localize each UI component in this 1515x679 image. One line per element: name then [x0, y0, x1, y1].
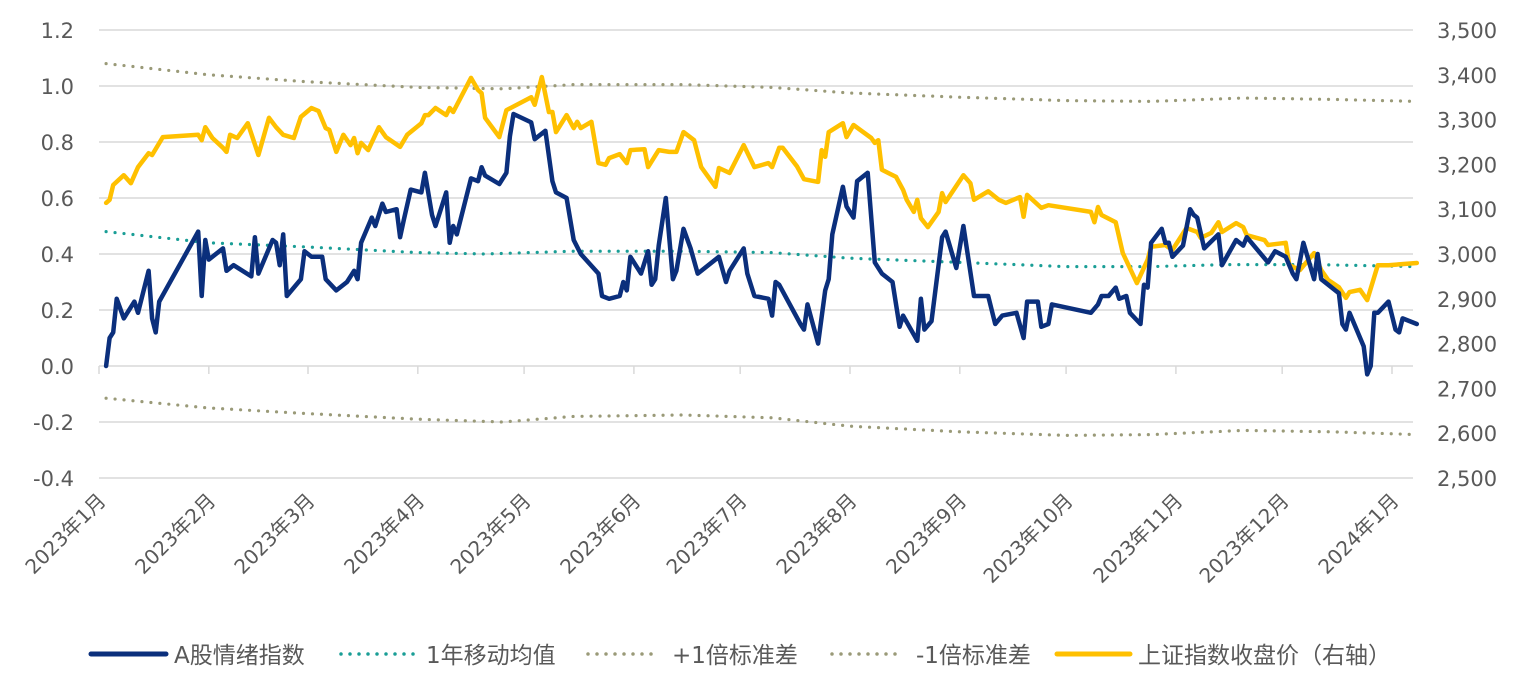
x-tick-label: 2023年11月 [1088, 489, 1187, 588]
right-y-tick-label: 3,100 [1437, 198, 1497, 222]
right-y-tick-label: 2,500 [1437, 467, 1497, 491]
x-axis: 2023年1月 2023年2月 2023年3月 2023年4月 2023年5月 2023年… [20, 365, 1413, 588]
left-y-tick-label: -0.4 [33, 467, 74, 491]
series-line-4 [103, 74, 1420, 303]
left-y-tick-label: 0.8 [41, 131, 74, 155]
right-y-tick-label: 2,800 [1437, 333, 1497, 357]
legend-item-minus-1-std: -1倍标准差 [830, 643, 1031, 669]
legend-item-sentiment: A股情绪指数 [88, 643, 305, 669]
series-line-2 [104, 61, 1419, 104]
left-y-tick-label: -0.2 [33, 411, 74, 435]
right-y-tick-label: 3,300 [1437, 109, 1497, 133]
x-tick-label: 2023年9月 [881, 489, 971, 579]
left-y-axis: 1.2 1.0 0.8 0.6 0.4 0.2 0.0 -0.2 -0.4 [33, 19, 74, 491]
legend-label: +1倍标准差 [672, 643, 798, 669]
series-line-0 [103, 111, 1420, 377]
legend-item-plus-1-std: +1倍标准差 [586, 643, 798, 669]
x-tick-label: 2023年8月 [771, 489, 861, 579]
legend: A股情绪指数 1年移动均值 +1倍标准差 -1倍标准差 上证指数收盘价（右轴） [88, 643, 1391, 669]
x-tick-label: 2023年3月 [229, 489, 319, 579]
left-y-tick-label: 1.0 [41, 75, 74, 99]
right-y-tick-label: 2,600 [1437, 422, 1497, 446]
left-y-tick-label: 0.6 [41, 187, 74, 211]
left-y-tick-label: 1.2 [41, 19, 74, 43]
legend-label: -1倍标准差 [916, 643, 1031, 669]
left-y-tick-label: 0.4 [41, 243, 74, 267]
legend-label: 1年移动均值 [426, 643, 556, 669]
right-y-tick-label: 2,700 [1437, 377, 1497, 401]
series-lines [103, 61, 1420, 437]
right-y-tick-label: 3,200 [1437, 153, 1497, 177]
series-line-1 [104, 230, 1419, 269]
x-tick-label: 2023年10月 [978, 489, 1077, 588]
left-y-tick-label: 0.2 [41, 299, 74, 323]
legend-label: A股情绪指数 [174, 643, 305, 669]
legend-item-shanghai-index: 上证指数收盘价（右轴） [1054, 643, 1391, 669]
x-tick-label: 2023年5月 [445, 489, 535, 579]
gridlines [99, 29, 1413, 479]
x-tick-label: 2023年1月 [20, 489, 110, 579]
right-y-tick-label: 3,400 [1437, 64, 1497, 88]
x-tick-label: 2023年4月 [339, 489, 429, 579]
series-line-3 [104, 396, 1419, 437]
x-tick-label: 2023年2月 [130, 489, 220, 579]
right-y-axis: 3,500 3,400 3,300 3,200 3,100 3,000 2,900 2,800… [1437, 19, 1497, 491]
x-tick-label: 2023年12月 [1194, 489, 1293, 588]
x-tick-label: 2023年6月 [555, 489, 645, 579]
x-tick-label: 2023年7月 [661, 489, 751, 579]
legend-label: 上证指数收盘价（右轴） [1138, 643, 1391, 669]
legend-item-moving-average: 1年移动均值 [339, 643, 556, 669]
right-y-tick-label: 3,000 [1437, 243, 1497, 267]
right-y-tick-label: 3,500 [1437, 19, 1497, 43]
left-y-tick-label: 0.0 [41, 355, 74, 379]
right-y-tick-label: 2,900 [1437, 288, 1497, 312]
x-tick-label: 2024年1月 [1313, 489, 1403, 579]
